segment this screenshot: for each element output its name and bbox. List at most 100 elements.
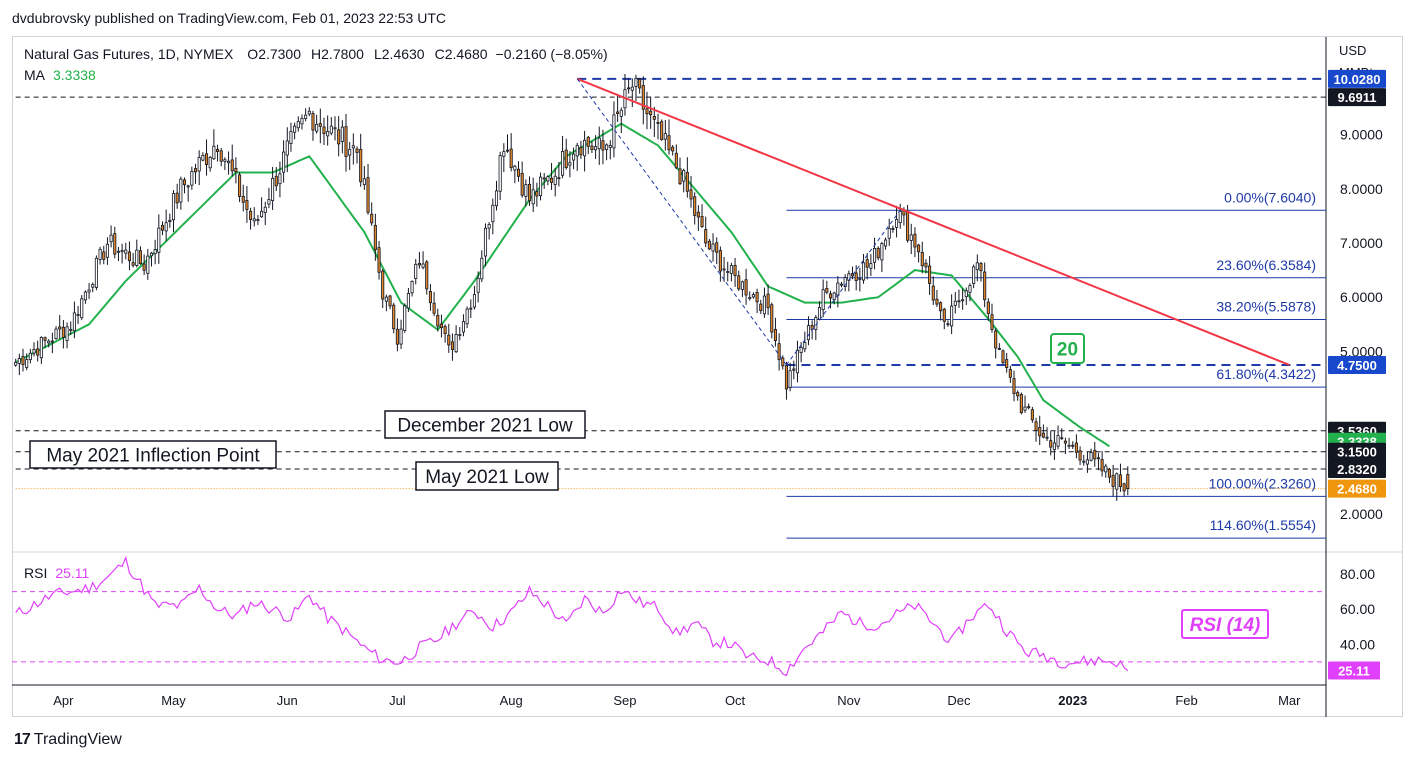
candle-body <box>645 108 649 115</box>
time-tick-label: Feb <box>1175 693 1197 708</box>
rsi-tick-label: 40.00 <box>1340 636 1375 652</box>
candle-body <box>1063 440 1067 444</box>
candle <box>377 241 381 280</box>
candle-body <box>850 273 855 277</box>
candle-body <box>425 261 429 290</box>
candle-body <box>825 287 829 293</box>
candle <box>414 259 418 285</box>
candle <box>32 342 36 357</box>
candle <box>821 279 825 318</box>
candle <box>454 325 458 354</box>
candle-body <box>715 242 719 253</box>
candle <box>832 291 836 305</box>
candle-body <box>568 162 572 166</box>
candle-body <box>245 200 249 210</box>
candle <box>113 226 117 259</box>
candle-body <box>274 175 278 187</box>
candle-body <box>843 277 847 288</box>
candle <box>946 320 950 327</box>
candle <box>777 333 781 371</box>
candle-body <box>572 153 576 161</box>
candle <box>689 175 693 208</box>
candle-body <box>1126 474 1130 490</box>
candle-body <box>340 126 344 142</box>
rsi-title-text: RSI (14) <box>1190 615 1261 636</box>
candle-body <box>509 148 513 169</box>
candle-body <box>454 334 458 353</box>
time-tick-label: Mar <box>1278 693 1301 708</box>
candle <box>1008 365 1012 383</box>
candle-body <box>131 262 135 266</box>
candle <box>928 256 932 295</box>
candle <box>186 184 190 202</box>
candle <box>972 264 976 289</box>
candle <box>1001 349 1005 365</box>
candle-body <box>806 325 811 341</box>
candle-body <box>146 255 150 274</box>
price-badge-text: 9.6911 <box>1337 90 1376 105</box>
candle <box>450 333 454 361</box>
candle <box>399 319 403 349</box>
candle-body <box>873 248 877 263</box>
rsi-value-badge-text: 25.11 <box>1338 664 1370 679</box>
candle <box>572 147 576 170</box>
dec-2021-low-label: December 2021 Low <box>384 410 586 439</box>
ma-period-label-box <box>1050 333 1085 364</box>
candle <box>245 186 249 223</box>
candle <box>1085 451 1089 473</box>
candle <box>645 91 649 130</box>
candle <box>72 301 76 339</box>
candle <box>366 164 370 215</box>
candle-body <box>219 150 223 162</box>
candle <box>58 315 62 340</box>
candle <box>968 283 972 302</box>
candle <box>278 161 282 198</box>
candle-body <box>1027 406 1031 409</box>
candle-body <box>337 129 341 145</box>
candle-body <box>722 268 726 271</box>
price-badge: 2.4680 <box>1328 479 1386 498</box>
rsi-value-badge: 25.11 <box>1328 661 1380 680</box>
candle <box>597 126 601 165</box>
candle <box>116 247 120 262</box>
candle <box>1111 464 1115 497</box>
fib-diagonal-dashed <box>786 209 901 366</box>
candle-body <box>406 293 410 309</box>
candle <box>315 114 319 134</box>
candle <box>340 120 344 154</box>
candle-body <box>961 299 965 302</box>
price-badge-text: 10.0280 <box>1334 72 1381 87</box>
candle-body <box>663 133 667 140</box>
candle <box>498 151 502 200</box>
price-badge-bg <box>1328 69 1386 88</box>
candle-body <box>748 297 752 299</box>
candle-body <box>935 298 939 305</box>
candle <box>784 361 788 400</box>
candle-body <box>260 210 264 218</box>
candle-body <box>652 116 656 120</box>
candle <box>865 252 869 280</box>
candle <box>432 292 436 317</box>
candle-body <box>50 340 54 343</box>
candle <box>843 274 847 292</box>
candle <box>1005 352 1009 373</box>
candle <box>685 157 689 198</box>
candle <box>568 151 572 178</box>
candle-body <box>318 123 322 127</box>
candle-body <box>784 365 788 390</box>
candle <box>814 314 818 341</box>
candle-body <box>516 168 521 177</box>
candle <box>1067 437 1071 449</box>
candle <box>21 348 25 372</box>
may-2021-inflection-label-box <box>29 440 277 469</box>
candle-body <box>828 293 833 299</box>
candle <box>693 192 697 225</box>
candle-body <box>384 296 388 302</box>
candle-body <box>762 295 766 315</box>
candle-body <box>366 177 370 213</box>
candle-body <box>682 170 686 182</box>
rsi-value-badge-bg <box>1328 661 1380 680</box>
tradingview-footer[interactable]: 17 TradingView <box>14 731 122 749</box>
candle <box>630 78 634 108</box>
